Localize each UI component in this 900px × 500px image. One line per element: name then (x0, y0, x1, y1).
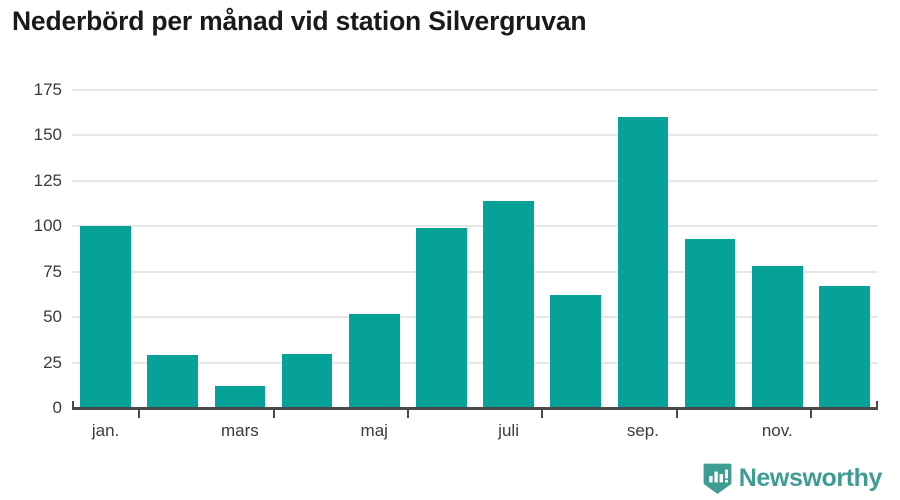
x-axis-left-cap (72, 401, 74, 410)
bar-juli[interactable] (483, 200, 534, 408)
bar-nov[interactable] (751, 266, 803, 408)
x-axis-tick (541, 410, 544, 418)
x-axis-right-cap (876, 401, 878, 410)
gridline (72, 179, 878, 182)
y-axis-tick-label: 25 (43, 352, 62, 372)
x-axis-tick (406, 410, 409, 418)
x-axis-tick-label: sep. (626, 421, 659, 440)
bar-maj[interactable] (348, 313, 400, 408)
y-axis-labels: 0 25 50 75 100 125 150 175 (0, 0, 62, 460)
x-axis-tick-label: nov. (761, 421, 793, 440)
x-axis-line (72, 407, 878, 410)
x-axis-tick-label: juli (498, 421, 519, 440)
chart-footer: Newsworthy (0, 458, 900, 500)
bar-okt[interactable] (684, 239, 736, 408)
bar-feb[interactable] (147, 355, 199, 408)
x-axis-tick (138, 410, 141, 418)
bar-mars[interactable] (214, 386, 266, 408)
gridline (72, 270, 878, 273)
plot-canvas (72, 89, 878, 408)
y-axis-tick-label: 0 (52, 398, 62, 417)
bar-sep[interactable] (617, 117, 669, 408)
chart-plot-area: 0 25 50 75 100 125 150 175 jan. mars maj juli sep. n… (0, 0, 878, 460)
y-axis-tick-label: 150 (33, 125, 62, 145)
y-axis-tick-label: 75 (43, 261, 62, 281)
gridline (72, 134, 878, 137)
gridline (72, 89, 878, 91)
y-axis-tick-label: 175 (33, 80, 62, 99)
gridline (72, 361, 878, 364)
bar-juni[interactable] (416, 228, 467, 408)
gridline (72, 225, 878, 228)
gridline (72, 316, 878, 319)
bar-apr[interactable] (281, 353, 333, 408)
bar-jan[interactable] (80, 226, 131, 408)
bar-dec[interactable] (819, 286, 870, 408)
y-axis-tick-label: 125 (33, 170, 62, 190)
brand-name: Newsworthy (738, 464, 883, 492)
x-axis-tick-label: maj (360, 421, 388, 440)
bar-chart-bubble-icon (703, 463, 732, 494)
bar-aug[interactable] (550, 295, 602, 408)
y-axis-tick-label: 50 (43, 307, 62, 327)
page-title: Nederbörd per månad vid station Silvergr… (12, 6, 587, 36)
x-axis-tick (272, 410, 275, 418)
x-axis-tick (809, 410, 812, 418)
y-axis-tick-label: 100 (33, 216, 62, 236)
x-axis-tick (675, 410, 678, 418)
newsworthy-logo[interactable]: Newsworthy (703, 463, 882, 494)
x-axis-tick-label: jan. (91, 421, 120, 440)
x-axis-tick-label: mars (221, 421, 259, 440)
